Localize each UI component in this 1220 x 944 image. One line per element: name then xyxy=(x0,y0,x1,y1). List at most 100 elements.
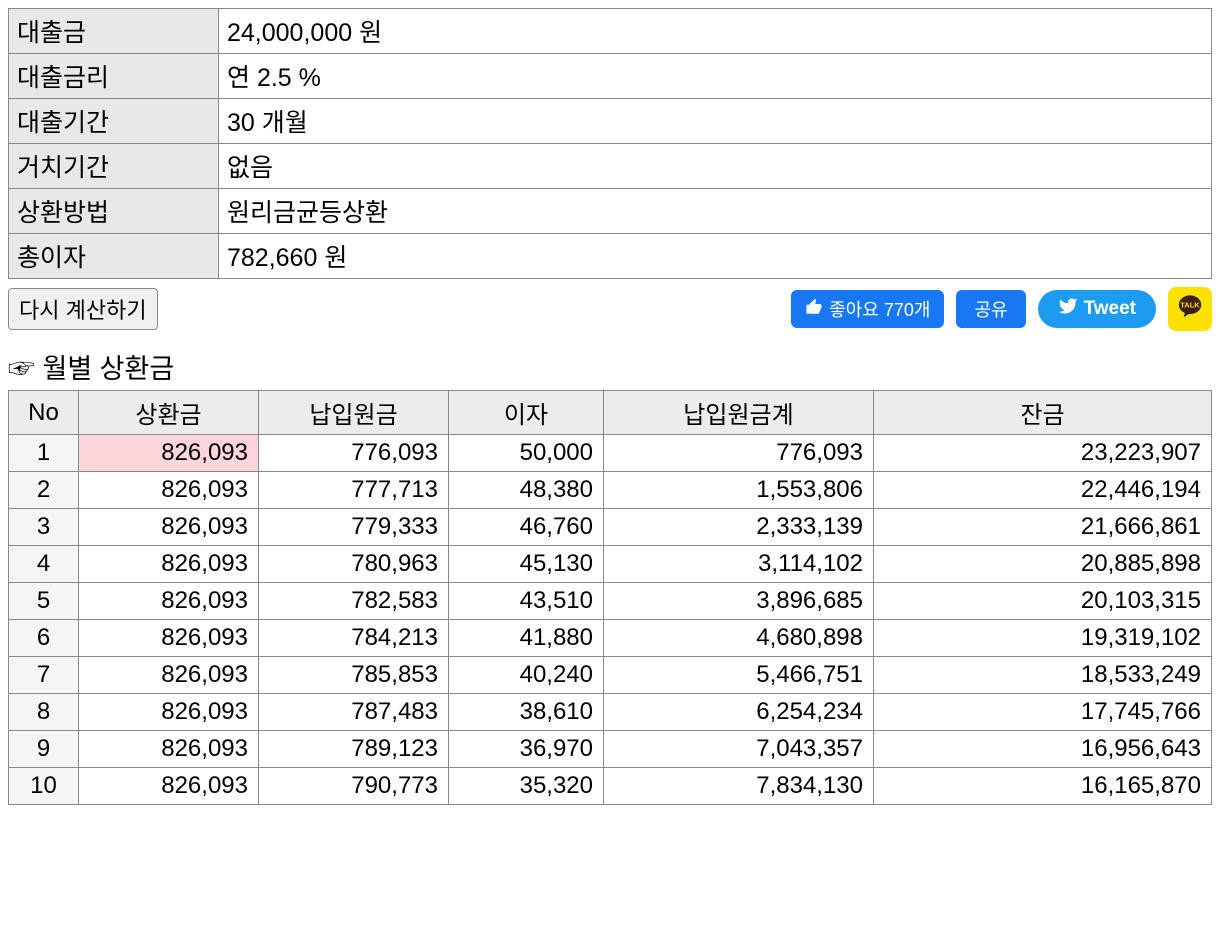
cell-no: 6 xyxy=(9,620,79,657)
recalculate-button[interactable]: 다시 계산하기 xyxy=(8,288,158,330)
cell-interest: 43,510 xyxy=(449,583,604,620)
table-row: 4826,093780,96345,1303,114,10220,885,898 xyxy=(9,546,1212,583)
cell-cum-principal: 7,834,130 xyxy=(604,768,874,805)
cell-balance: 22,446,194 xyxy=(874,472,1212,509)
repayment-schedule-table: No 상환금 납입원금 이자 납입원금계 잔금 1826,093776,0935… xyxy=(8,390,1212,805)
period-value: 30 개월 xyxy=(219,99,1212,144)
cell-balance: 17,745,766 xyxy=(874,694,1212,731)
table-row: 2826,093777,71348,3801,553,80622,446,194 xyxy=(9,472,1212,509)
cell-payment: 826,093 xyxy=(79,768,259,805)
table-row: 9826,093789,12336,9707,043,35716,956,643 xyxy=(9,731,1212,768)
cell-no: 4 xyxy=(9,546,79,583)
cell-interest: 38,610 xyxy=(449,694,604,731)
total-interest-value: 782,660 원 xyxy=(219,234,1212,279)
cell-interest: 45,130 xyxy=(449,546,604,583)
table-row: 8826,093787,48338,6106,254,23417,745,766 xyxy=(9,694,1212,731)
cell-no: 2 xyxy=(9,472,79,509)
cell-payment: 826,093 xyxy=(79,620,259,657)
rate-label: 대출금리 xyxy=(9,54,219,99)
cell-principal: 784,213 xyxy=(259,620,449,657)
cell-no: 5 xyxy=(9,583,79,620)
cell-balance: 23,223,907 xyxy=(874,435,1212,472)
facebook-like-label: 좋아요 770개 xyxy=(829,296,930,322)
cell-interest: 48,380 xyxy=(449,472,604,509)
cell-principal: 789,123 xyxy=(259,731,449,768)
cell-balance: 18,533,249 xyxy=(874,657,1212,694)
cell-payment: 826,093 xyxy=(79,546,259,583)
cell-payment: 826,093 xyxy=(79,472,259,509)
cell-balance: 21,666,861 xyxy=(874,509,1212,546)
cell-balance: 16,165,870 xyxy=(874,768,1212,805)
cell-payment: 826,093 xyxy=(79,731,259,768)
period-label: 대출기간 xyxy=(9,99,219,144)
col-header-cum-principal: 납입원금계 xyxy=(604,391,874,435)
cell-principal: 777,713 xyxy=(259,472,449,509)
cell-principal: 780,963 xyxy=(259,546,449,583)
loan-summary-table: 대출금 24,000,000 원 대출금리 연 2.5 % 대출기간 30 개월… xyxy=(8,8,1212,279)
cell-balance: 16,956,643 xyxy=(874,731,1212,768)
thumbs-up-icon xyxy=(805,298,823,321)
twitter-icon xyxy=(1058,296,1078,322)
cell-no: 8 xyxy=(9,694,79,731)
cell-balance: 20,885,898 xyxy=(874,546,1212,583)
table-row: 7826,093785,85340,2405,466,75118,533,249 xyxy=(9,657,1212,694)
cell-principal: 787,483 xyxy=(259,694,449,731)
cell-cum-principal: 3,114,102 xyxy=(604,546,874,583)
cell-balance: 19,319,102 xyxy=(874,620,1212,657)
cell-payment: 826,093 xyxy=(79,657,259,694)
cell-no: 3 xyxy=(9,509,79,546)
facebook-like-button[interactable]: 좋아요 770개 xyxy=(791,290,944,328)
cell-interest: 40,240 xyxy=(449,657,604,694)
tweet-label: Tweet xyxy=(1084,298,1136,320)
method-value: 원리금균등상환 xyxy=(219,189,1212,234)
table-row: 1826,093776,09350,000776,09323,223,907 xyxy=(9,435,1212,472)
cell-principal: 790,773 xyxy=(259,768,449,805)
grace-label: 거치기간 xyxy=(9,144,219,189)
social-buttons: 좋아요 770개 공유 Tweet TALK xyxy=(791,287,1212,331)
col-header-balance: 잔금 xyxy=(874,391,1212,435)
cell-interest: 50,000 xyxy=(449,435,604,472)
cell-cum-principal: 4,680,898 xyxy=(604,620,874,657)
cell-principal: 779,333 xyxy=(259,509,449,546)
cell-principal: 782,583 xyxy=(259,583,449,620)
cell-no: 10 xyxy=(9,768,79,805)
cell-interest: 46,760 xyxy=(449,509,604,546)
cell-principal: 776,093 xyxy=(259,435,449,472)
cell-principal: 785,853 xyxy=(259,657,449,694)
kakao-talk-icon: TALK xyxy=(1175,291,1205,328)
cell-cum-principal: 5,466,751 xyxy=(604,657,874,694)
total-interest-label: 총이자 xyxy=(9,234,219,279)
cell-interest: 35,320 xyxy=(449,768,604,805)
facebook-share-label: 공유 xyxy=(974,296,1007,322)
rate-value: 연 2.5 % xyxy=(219,54,1212,99)
kakao-share-button[interactable]: TALK xyxy=(1168,287,1212,331)
cell-cum-principal: 3,896,685 xyxy=(604,583,874,620)
table-row: 3826,093779,33346,7602,333,13921,666,861 xyxy=(9,509,1212,546)
cell-interest: 41,880 xyxy=(449,620,604,657)
cell-cum-principal: 6,254,234 xyxy=(604,694,874,731)
action-row: 다시 계산하기 좋아요 770개 공유 Tweet TALK xyxy=(8,287,1212,331)
table-row: 5826,093782,58343,5103,896,68520,103,315 xyxy=(9,583,1212,620)
schedule-section-title: ☞ 월별 상환금 xyxy=(8,347,1212,386)
grace-value: 없음 xyxy=(219,144,1212,189)
cell-balance: 20,103,315 xyxy=(874,583,1212,620)
cell-no: 1 xyxy=(9,435,79,472)
cell-cum-principal: 7,043,357 xyxy=(604,731,874,768)
table-row: 6826,093784,21341,8804,680,89819,319,102 xyxy=(9,620,1212,657)
svg-text:TALK: TALK xyxy=(1180,300,1200,309)
cell-interest: 36,970 xyxy=(449,731,604,768)
cell-cum-principal: 1,553,806 xyxy=(604,472,874,509)
col-header-interest: 이자 xyxy=(449,391,604,435)
table-row: 10826,093790,77335,3207,834,13016,165,87… xyxy=(9,768,1212,805)
method-label: 상환방법 xyxy=(9,189,219,234)
cell-payment: 826,093 xyxy=(79,583,259,620)
loan-amount-value: 24,000,000 원 xyxy=(219,9,1212,54)
cell-cum-principal: 776,093 xyxy=(604,435,874,472)
twitter-tweet-button[interactable]: Tweet xyxy=(1038,290,1156,328)
col-header-principal: 납입원금 xyxy=(259,391,449,435)
facebook-share-button[interactable]: 공유 xyxy=(956,290,1025,328)
cell-payment: 826,093 xyxy=(79,509,259,546)
cell-payment: 826,093 xyxy=(79,435,259,472)
cell-cum-principal: 2,333,139 xyxy=(604,509,874,546)
cell-payment: 826,093 xyxy=(79,694,259,731)
